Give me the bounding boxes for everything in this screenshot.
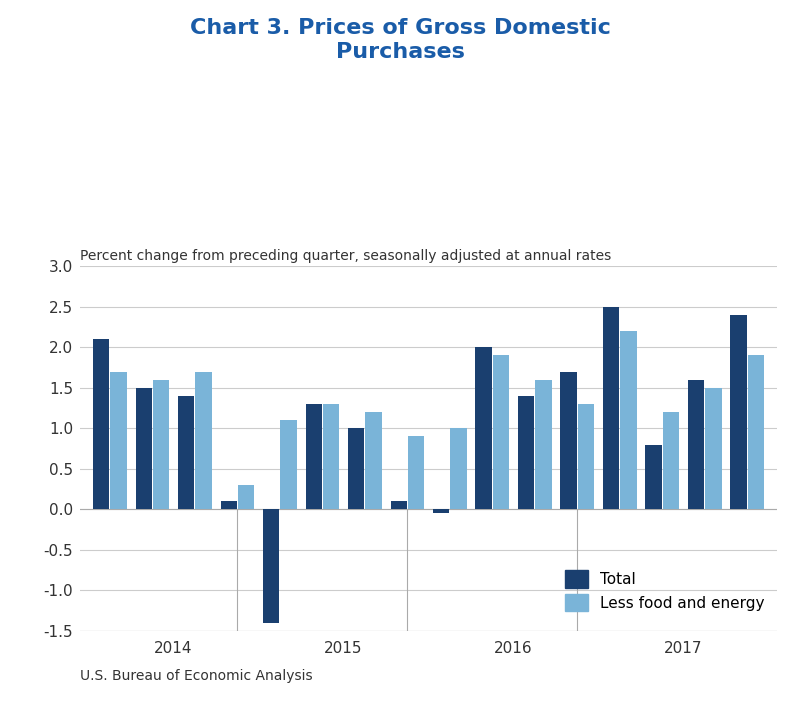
- Text: Chart 3. Prices of Gross Domestic
Purchases: Chart 3. Prices of Gross Domestic Purcha…: [190, 18, 611, 62]
- Bar: [706, 388, 722, 510]
- Text: 2016: 2016: [494, 641, 533, 655]
- Bar: [646, 444, 662, 510]
- Text: 2014: 2014: [155, 641, 193, 655]
- Bar: [408, 437, 424, 510]
- Bar: [535, 380, 552, 510]
- Bar: [323, 404, 339, 510]
- Text: U.S. Bureau of Economic Analysis: U.S. Bureau of Economic Analysis: [80, 669, 312, 683]
- Text: 2017: 2017: [664, 641, 702, 655]
- Bar: [280, 421, 296, 510]
- Bar: [748, 355, 764, 510]
- Legend: Total, Less food and energy: Total, Less food and energy: [561, 566, 769, 616]
- Bar: [238, 485, 254, 510]
- Bar: [391, 501, 407, 510]
- Bar: [663, 412, 679, 510]
- Bar: [305, 404, 322, 510]
- Bar: [178, 396, 194, 510]
- Bar: [365, 412, 381, 510]
- Bar: [135, 388, 151, 510]
- Bar: [561, 372, 577, 510]
- Bar: [731, 315, 747, 510]
- Bar: [263, 510, 280, 622]
- Text: 2015: 2015: [324, 641, 363, 655]
- Bar: [493, 355, 509, 510]
- Bar: [153, 380, 169, 510]
- Bar: [348, 428, 364, 510]
- Bar: [450, 428, 466, 510]
- Bar: [621, 331, 637, 510]
- Bar: [603, 307, 619, 510]
- Bar: [688, 380, 704, 510]
- Bar: [518, 396, 534, 510]
- Bar: [195, 372, 211, 510]
- Bar: [433, 510, 449, 513]
- Bar: [578, 404, 594, 510]
- Bar: [476, 348, 492, 510]
- Bar: [220, 501, 236, 510]
- Bar: [111, 372, 127, 510]
- Text: Percent change from preceding quarter, seasonally adjusted at annual rates: Percent change from preceding quarter, s…: [80, 249, 611, 263]
- Bar: [93, 339, 109, 510]
